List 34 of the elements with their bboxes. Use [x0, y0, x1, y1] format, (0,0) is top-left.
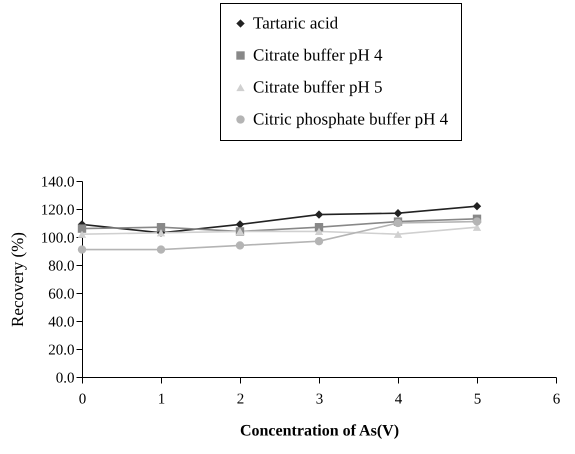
- point: [78, 230, 86, 238]
- x-tick-label: 0: [78, 392, 86, 408]
- legend-label: Tartaric acid: [253, 14, 339, 32]
- x-tick-label: 4: [394, 392, 403, 408]
- point: [78, 245, 86, 254]
- x-tick-label: 5: [474, 392, 482, 408]
- y-axis-title: Recovery (%): [8, 232, 27, 327]
- y-tick-label: 0.0: [56, 370, 74, 386]
- point: [314, 228, 324, 236]
- point: [314, 210, 324, 219]
- legend-label: Citrate buffer pH 4: [253, 46, 384, 64]
- y-tick-label: 140.0: [40, 174, 74, 190]
- point: [472, 202, 482, 210]
- point: [236, 241, 244, 250]
- x-axis-title: Concentration of As(V): [240, 422, 400, 440]
- point: [78, 224, 86, 233]
- x-tick-label: 2: [236, 392, 244, 408]
- y-tick-label: 120.0: [40, 202, 74, 218]
- point: [394, 230, 402, 238]
- y-tick-label: 40.0: [48, 314, 74, 330]
- y-tick-label: 60.0: [48, 286, 74, 302]
- point: [156, 245, 166, 254]
- legend-label: Citrate buffer pH 5: [253, 78, 383, 96]
- y-tick-label: 100.0: [40, 230, 74, 246]
- x-tick-label: 6: [552, 392, 561, 408]
- point: [394, 209, 402, 218]
- point: [472, 217, 482, 226]
- legend-label: Citric phosphate buffer pH 4: [253, 110, 449, 128]
- point: [156, 223, 166, 232]
- x-tick-label: 3: [316, 392, 324, 408]
- point: [314, 237, 324, 246]
- x-tick-label: 1: [158, 392, 166, 408]
- y-tick-label: 80.0: [48, 258, 74, 274]
- y-tick-label: 20.0: [48, 342, 74, 358]
